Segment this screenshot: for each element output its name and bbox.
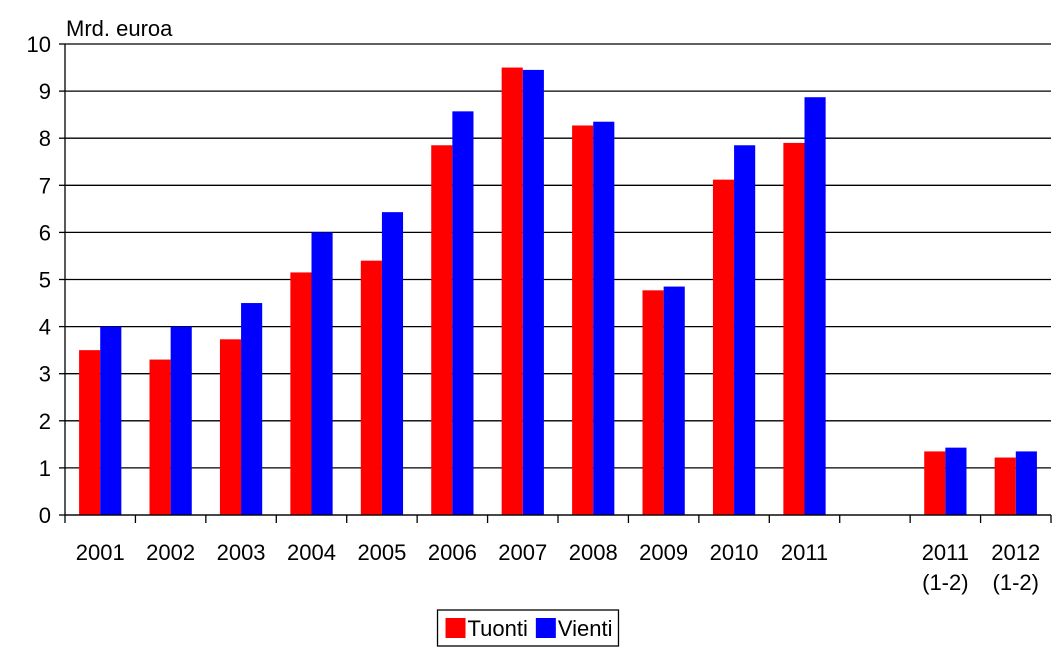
bar	[501, 67, 523, 516]
y-tick-label: 1	[39, 456, 51, 481]
bar	[311, 232, 333, 515]
bar	[1015, 451, 1037, 515]
bar	[783, 142, 805, 515]
bar	[79, 350, 101, 515]
y-tick-label: 9	[39, 79, 51, 104]
legend-swatch	[535, 618, 556, 638]
x-tick-label: 2011	[781, 540, 828, 565]
bar	[522, 69, 544, 515]
y-tick-label: 0	[39, 503, 51, 528]
x-tick-label: 2001	[76, 540, 125, 565]
x-tick-label: 2008	[569, 540, 618, 565]
x-tick-label: 2006	[428, 540, 477, 565]
bar	[360, 260, 382, 515]
legend-box	[436, 609, 620, 647]
bar	[452, 111, 474, 515]
x-tick-label: 2012 (1-2)	[991, 540, 1040, 595]
x-tick-label: 2002	[146, 540, 195, 565]
bar	[924, 451, 946, 515]
bar	[804, 97, 826, 516]
bar	[642, 290, 664, 515]
bar	[593, 121, 615, 515]
legend-label: Vienti	[558, 616, 613, 641]
bar	[170, 326, 192, 515]
y-tick-label: 4	[39, 315, 51, 340]
y-tick-label: 2	[39, 409, 51, 434]
bar	[712, 179, 735, 515]
bar	[431, 145, 453, 515]
x-tick-label: 2005	[357, 540, 406, 565]
y-tick-label: 10	[27, 32, 51, 57]
x-tick-label: 2003	[217, 540, 266, 565]
legend: Tuonti Vienti	[436, 609, 620, 647]
bar	[572, 125, 594, 515]
bar	[381, 212, 404, 515]
x-tick-label: 2004	[287, 540, 336, 565]
bar	[994, 457, 1016, 515]
bar	[290, 272, 312, 515]
x-tick-label: 2009	[639, 540, 688, 565]
bar	[734, 145, 756, 515]
x-tick-label: 2011 (1-2)	[922, 540, 969, 595]
y-tick-label: 8	[39, 126, 51, 151]
bar	[241, 303, 263, 515]
y-axis-label: Mrd. euroa	[66, 16, 173, 41]
bar	[149, 359, 171, 515]
legend-label: Tuonti	[468, 616, 528, 641]
bar	[100, 326, 122, 515]
x-tick-label: 2007	[498, 540, 547, 565]
y-tick-label: 7	[39, 173, 51, 198]
y-tick-label: 5	[39, 268, 51, 293]
bar	[663, 286, 685, 515]
y-tick-label: 6	[39, 220, 51, 245]
x-tick-label: 2010	[710, 540, 759, 565]
bar	[945, 447, 967, 515]
bar	[219, 339, 242, 515]
legend-swatch	[445, 618, 466, 638]
y-tick-label: 3	[39, 362, 51, 387]
